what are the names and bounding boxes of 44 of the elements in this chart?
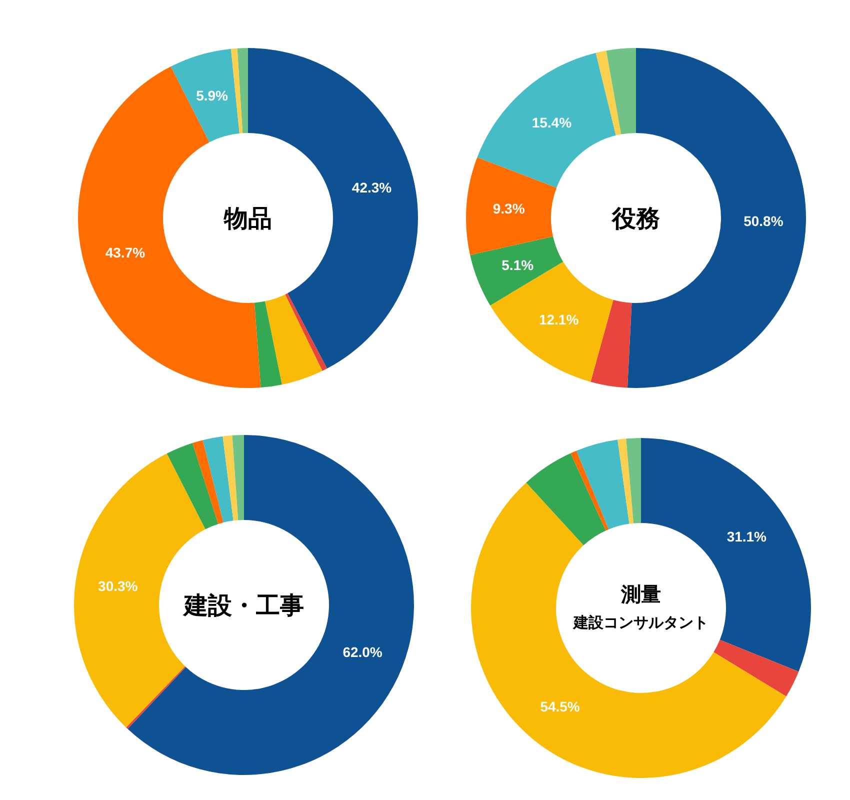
data-label: 5.1% — [502, 257, 534, 274]
donut-slice — [202, 436, 234, 523]
data-label: 31.1% — [726, 528, 768, 545]
donut-slice — [626, 438, 641, 524]
donut-slice — [490, 262, 614, 382]
donut-slice — [477, 52, 616, 188]
donut-slice — [237, 48, 248, 134]
donut-slice — [576, 440, 630, 530]
donut-slice — [466, 157, 557, 256]
donut-slice — [166, 442, 218, 530]
donut-slice — [192, 440, 224, 524]
data-label: 54.5% — [540, 698, 580, 714]
donut-slice — [248, 48, 418, 368]
data-label: 42.3% — [352, 179, 392, 196]
donut-slice — [606, 48, 636, 134]
text: 建設コンサルタント — [572, 613, 708, 632]
text: 建設・工事 — [182, 591, 304, 620]
data-label: 5.9% — [196, 88, 229, 104]
text: 役務 — [611, 204, 660, 232]
donut-slice — [526, 453, 606, 546]
donut-slice — [570, 450, 609, 531]
text: 測量 — [620, 582, 661, 606]
donut-slice — [264, 294, 322, 385]
data-label: 15.4% — [532, 114, 572, 130]
data-label: 9.3% — [492, 200, 526, 217]
text: 物品 — [223, 204, 272, 232]
data-label: 30.3% — [98, 578, 138, 594]
data-label: 12.1% — [538, 311, 580, 328]
donut-slice — [471, 482, 786, 778]
donut-slice — [254, 301, 282, 388]
donut-slice — [714, 640, 799, 696]
donut-slice — [170, 48, 240, 142]
donut-slice — [222, 435, 238, 521]
data-label: 43.7% — [105, 244, 146, 260]
data-label: 62.0% — [342, 644, 383, 660]
donut-slice — [470, 236, 564, 306]
donut-slice — [596, 50, 622, 136]
donut-slice — [285, 293, 328, 371]
donut-slice — [232, 435, 244, 520]
donut-slice — [126, 666, 186, 729]
data-label: 50.8% — [744, 213, 784, 230]
donut-slice — [230, 48, 243, 134]
donut-slice — [590, 300, 632, 388]
donut-slice — [618, 438, 634, 524]
